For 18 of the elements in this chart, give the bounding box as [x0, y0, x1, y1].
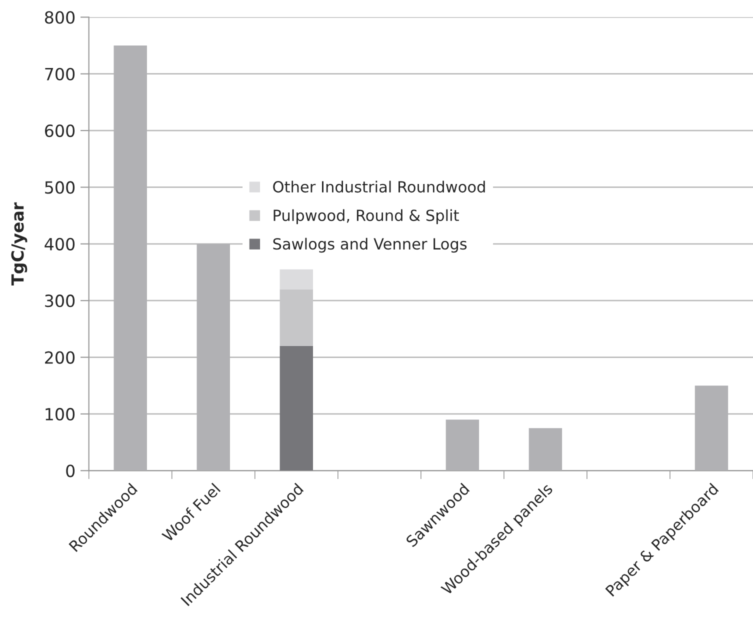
- y-tick-label: 0: [66, 464, 75, 478]
- bar: [280, 346, 314, 471]
- y-tick-label: 500: [45, 181, 75, 194]
- legend-label: Pulpwood, Round & Split: [274, 209, 459, 224]
- y-tick-label: 700: [45, 68, 75, 80]
- y-tick-label: 800: [44, 11, 75, 24]
- legend-label: Other Industrial Roundwood: [273, 180, 485, 193]
- bar: [528, 428, 562, 471]
- legend-label: Sawlogs and Venner Logs: [273, 238, 467, 253]
- y-axis-title: TgC/year: [11, 202, 28, 286]
- bar: [280, 289, 314, 346]
- y-tick-label: 400: [44, 238, 75, 250]
- y-tick-label: 200: [45, 351, 75, 364]
- bar: [280, 269, 314, 290]
- y-tick-label: 100: [46, 408, 75, 421]
- y-tick-label: 600: [45, 124, 75, 138]
- y-tick-label: 300: [45, 294, 75, 308]
- bar: [446, 420, 480, 471]
